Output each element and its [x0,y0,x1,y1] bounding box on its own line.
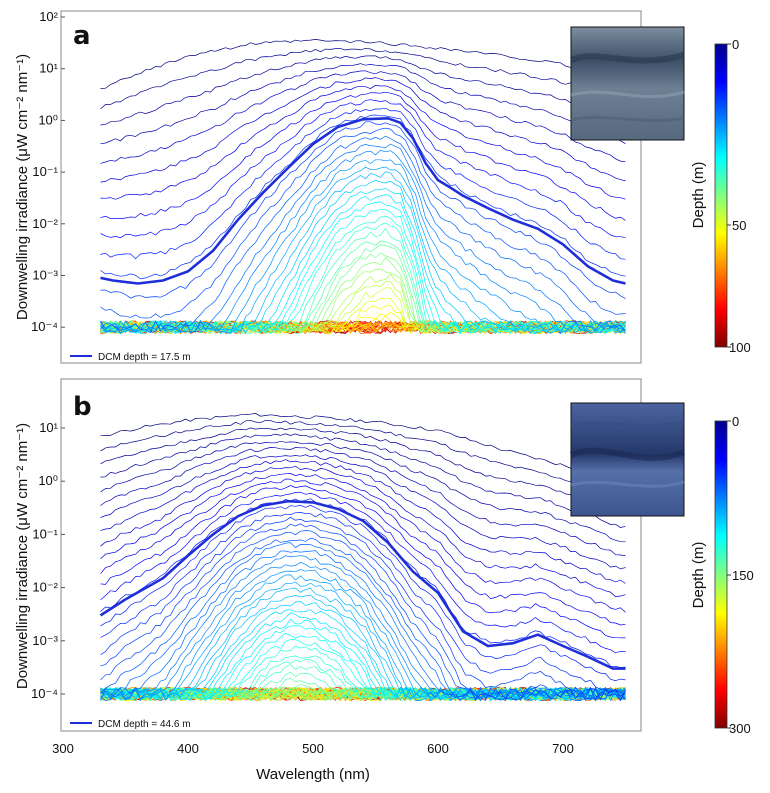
y-axis-title-b: Downwelling irradiance (μW cm⁻² nm⁻¹) [14,423,31,689]
depth-profile-line [100,555,626,702]
y-tick-label: 10² [39,9,58,24]
depth-profile-line [100,47,626,110]
colorbar-b: 0 150 300 Depth (m) [690,414,754,736]
legend-label-a: DCM depth = 17.5 m [98,352,191,363]
depth-profile-line [100,465,626,598]
colorbar-a-title: Depth (m) [690,162,707,229]
depth-profile-line [100,447,626,556]
depth-profile-line [100,135,626,333]
x-tick-400: 400 [177,741,199,756]
x-tick-700: 700 [552,741,574,756]
colorbar-b-tick-1: 150 [732,568,754,583]
depth-profile-line [100,523,626,701]
legend-b: DCM depth = 44.6 m [70,719,191,730]
depth-profile-line [100,632,626,701]
depth-profile-line [100,574,626,701]
depth-profile-line [100,454,626,570]
depth-profile-line [100,587,626,702]
y-axis-a: 10⁻⁴ 10⁻³ 10⁻² 10⁻¹ 10⁰ 10¹ 10² [31,9,65,334]
x-tick-300: 300 [52,741,74,756]
depth-profile-line [100,473,626,613]
colorbar-a-tick-1: 50 [732,218,746,233]
y-tick-label: 10⁻³ [32,268,58,283]
depth-profile-line [100,530,626,702]
depth-profile-line [100,55,626,126]
dcm-profile-line [99,499,626,670]
y-tick-label: 10⁻⁴ [31,319,58,334]
x-axis: 300 400 500 600 700 Wavelength (nm) [52,741,574,783]
depth-profile-line [100,419,626,501]
x-tick-600: 600 [427,741,449,756]
depth-profile-line [100,478,626,626]
y-tick-label: 10⁰ [38,473,58,488]
y-tick-label: 10⁻¹ [32,526,58,541]
depth-profile-line [100,440,626,543]
depth-profile-line [100,99,626,239]
x-axis-title: Wavelength (nm) [256,766,370,783]
depth-profile-line [100,107,626,260]
y-axis-title-a: Downwelling irradiance (μW cm⁻² nm⁻¹) [14,54,31,320]
depth-profile-line [100,537,626,702]
colorbar-b-tick-0: 0 [732,414,739,429]
legend-a: DCM depth = 17.5 m [70,352,191,363]
depth-profile-line [100,179,626,334]
profiles-a [100,39,626,335]
y-tick-label: 10⁻² [32,580,58,595]
y-tick-label: 10⁻³ [32,633,58,648]
depth-profile-line [100,121,626,299]
depth-profile-line [100,459,626,584]
depth-profile-line [100,550,626,702]
depth-profile-line [100,143,626,334]
y-tick-label: 10⁰ [38,112,58,127]
depth-profile-line [100,287,626,335]
y-tick-label: 10¹ [39,420,58,435]
depth-profile-line [100,84,626,200]
colorbar-a-tick-0: 0 [732,37,739,52]
colorbar-b-title: Depth (m) [690,542,707,609]
depth-profile-line [100,504,626,681]
depth-profile-line [100,91,626,221]
depth-profile-line [100,244,626,334]
depth-profile-line [100,227,626,335]
depth-profile-line [100,77,626,183]
depth-profile-line [100,516,626,702]
depth-profile-line [100,491,626,654]
x-tick-500: 500 [302,741,324,756]
depth-profile-line [100,39,626,89]
depth-profile-line [100,114,626,280]
panel-label-a: a [73,21,91,51]
colorbar-b-tick-2: 300 [729,721,751,736]
y-tick-label: 10⁻⁴ [31,686,58,701]
y-axis-b: 10⁻⁴ 10⁻³ 10⁻² 10⁻¹ 10⁰ 10¹ [31,420,65,701]
legend-label-b: DCM depth = 44.6 m [98,719,191,730]
depth-profile-line [100,433,626,528]
photo-inset-b [569,402,686,517]
depth-profile-line [100,149,626,334]
depth-profile-line [100,427,626,515]
depth-profile-line [100,625,626,702]
dcm-profile-line [100,116,626,285]
depth-profile-line [100,512,626,697]
depth-profile-line [100,127,626,319]
depth-profile-line [100,609,626,702]
panel-a: a 10⁻⁴ 10⁻³ 10⁻² 10⁻¹ 10⁰ 10¹ 10² DCM depth = … [14,9,751,364]
y-tick-label: 10¹ [39,61,58,76]
panel-label-b: b [73,392,92,422]
colorbar-a: 0 50 100 Depth (m) [690,37,751,355]
panel-b: b 10⁻⁴ 10⁻³ 10⁻² 10⁻¹ 10⁰ 10¹ DCM depth = 44.… [14,378,754,736]
colorbar-a-tick-2: 100 [729,340,751,355]
depth-profile-line [100,63,626,145]
depth-profile-line [100,412,626,487]
profiles-b [99,412,626,702]
y-tick-label: 10⁻¹ [32,164,58,179]
depth-profile-line [100,485,626,639]
y-tick-label: 10⁻² [32,216,58,231]
photo-inset-a [569,26,685,141]
plot-frame-a [60,10,642,364]
depth-profile-line [100,166,626,334]
depth-profile-line [100,70,626,164]
